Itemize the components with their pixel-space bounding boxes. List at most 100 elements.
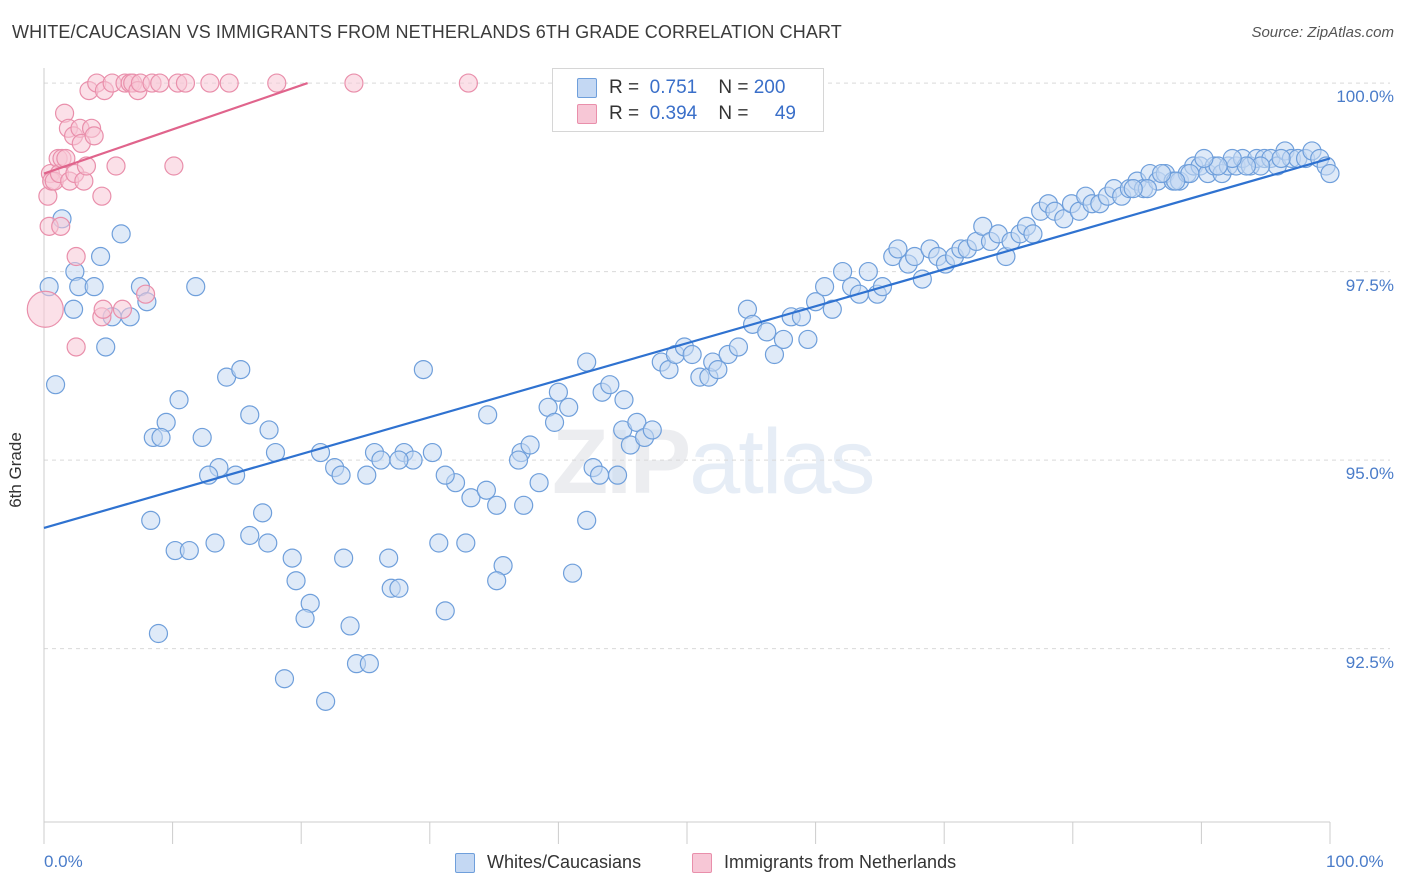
- legend-swatch-pink: [692, 852, 712, 873]
- data-point-whites: [508, 450, 529, 470]
- data-point-whites: [192, 427, 212, 448]
- data-point-whites: [728, 337, 749, 357]
- y-tick-label: 92.5%: [1345, 652, 1394, 672]
- data-point-whites: [487, 571, 507, 591]
- data-point-whites: [973, 216, 993, 236]
- data-point-whites: [589, 465, 610, 485]
- legend-row-netherlands: R = 0.394 N = 49: [577, 103, 796, 125]
- data-point-whites: [614, 390, 634, 410]
- y-tick-label: 100.0%: [1336, 87, 1394, 107]
- data-point-whites: [45, 375, 66, 395]
- data-point-whites: [1320, 163, 1340, 184]
- data-point-whites: [798, 329, 818, 350]
- y-axis-label: 6th Grade: [6, 432, 25, 508]
- data-point-whites: [84, 277, 104, 297]
- data-point-whites: [548, 382, 569, 402]
- data-point-netherlands: [135, 284, 156, 304]
- data-point-whites: [282, 548, 302, 568]
- data-point-whites: [141, 510, 161, 531]
- data-point-whites: [888, 239, 908, 259]
- data-point-netherlands: [66, 246, 86, 267]
- data-point-whites: [627, 412, 647, 432]
- data-point-whites: [316, 691, 336, 711]
- data-point-whites: [359, 654, 379, 674]
- series-netherlands-points: [26, 73, 478, 357]
- data-point-whites: [805, 292, 826, 312]
- data-point-whites: [179, 540, 199, 561]
- legend-swatch-pink: [577, 104, 597, 124]
- data-point-whites: [815, 277, 835, 297]
- data-point-whites: [682, 344, 702, 365]
- data-point-whites: [240, 525, 260, 546]
- data-point-whites: [258, 533, 278, 553]
- chart-title: WHITE/CAUCASIAN VS IMMIGRANTS FROM NETHE…: [12, 22, 842, 42]
- data-point-whites: [422, 442, 442, 463]
- data-point-whites: [413, 360, 433, 380]
- data-point-whites: [544, 412, 565, 432]
- data-point-whites: [1123, 179, 1143, 199]
- data-point-whites: [514, 495, 534, 515]
- data-point-whites: [858, 261, 878, 282]
- legend-item-netherlands[interactable]: Immigrants from Netherlands: [692, 852, 956, 873]
- data-point-netherlands: [106, 156, 126, 176]
- trend-line-whites: [43, 157, 1331, 529]
- data-point-whites: [476, 480, 496, 500]
- data-point-netherlands: [51, 216, 71, 236]
- data-point-whites: [822, 299, 842, 319]
- data-point-netherlands: [175, 73, 196, 93]
- data-point-whites: [600, 375, 620, 395]
- data-point-whites: [529, 473, 549, 493]
- stats-legend: R = 0.751 N = 200 R = 0.394 N = 49: [552, 68, 824, 132]
- data-point-whites: [905, 246, 925, 267]
- data-point-whites: [340, 616, 360, 636]
- watermark-atlas: atlas: [689, 411, 875, 513]
- data-point-netherlands: [112, 299, 133, 319]
- data-point-whites: [357, 465, 377, 485]
- data-point-netherlands: [56, 148, 76, 169]
- y-tick-label: 95.0%: [1345, 464, 1394, 484]
- chart-source: Source: ZipAtlas.com: [1251, 24, 1394, 41]
- data-point-whites: [295, 608, 315, 629]
- data-point-whites: [148, 623, 169, 644]
- data-point-netherlands: [66, 337, 86, 357]
- data-point-netherlands: [26, 290, 64, 328]
- data-point-whites: [111, 224, 131, 244]
- data-point-whites: [389, 450, 409, 470]
- data-point-whites: [562, 563, 583, 583]
- legend-r-value: 0.751: [649, 77, 698, 98]
- legend-swatch-blue: [455, 852, 475, 873]
- data-point-whites: [487, 495, 507, 515]
- data-point-whites: [151, 427, 171, 448]
- data-point-whites: [231, 360, 251, 380]
- data-point-whites: [90, 246, 111, 267]
- data-point-whites: [186, 277, 206, 297]
- data-point-whites: [331, 465, 351, 485]
- data-point-whites: [371, 450, 391, 470]
- x-tick-label-min: 0.0%: [44, 852, 83, 871]
- series-whites-points: [39, 141, 1340, 711]
- legend-row-whites: R = 0.751 N = 200: [577, 77, 785, 99]
- y-tick-label: 97.5%: [1345, 275, 1394, 295]
- data-point-whites: [435, 465, 455, 485]
- data-point-whites: [1271, 148, 1291, 169]
- data-point-netherlands: [344, 73, 364, 93]
- data-point-whites: [286, 571, 306, 591]
- legend-label-netherlands: Immigrants from Netherlands: [724, 852, 957, 872]
- data-point-whites: [559, 397, 579, 417]
- data-point-whites: [389, 578, 409, 598]
- data-point-whites: [607, 465, 628, 485]
- legend-n-label: N =: [718, 77, 749, 98]
- data-point-whites: [253, 503, 273, 523]
- data-point-whites: [773, 329, 794, 350]
- data-point-whites: [205, 533, 225, 553]
- data-point-whites: [708, 360, 728, 380]
- data-point-whites: [274, 669, 295, 689]
- data-point-netherlands: [92, 186, 112, 206]
- data-point-whites: [642, 420, 662, 440]
- data-point-whites: [833, 261, 853, 282]
- data-point-whites: [461, 488, 481, 508]
- data-point-whites: [757, 322, 777, 342]
- legend-item-whites[interactable]: Whites/Caucasians: [455, 852, 641, 873]
- data-point-whites: [96, 337, 116, 357]
